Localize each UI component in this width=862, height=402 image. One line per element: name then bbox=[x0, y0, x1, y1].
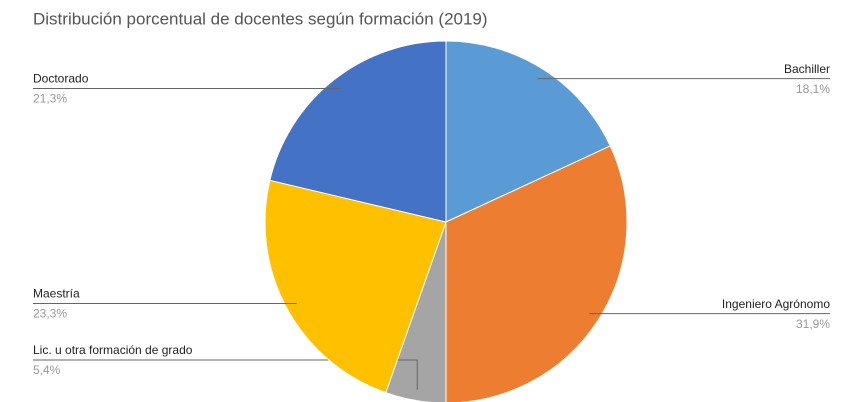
slice-label: Lic. u otra formación de grado bbox=[33, 343, 193, 357]
slice-label: Doctorado bbox=[33, 72, 89, 86]
slice-value: 23,3% bbox=[33, 307, 67, 321]
pie-slice bbox=[264, 179, 447, 394]
slice-value: 31,9% bbox=[796, 317, 830, 331]
pie-slice bbox=[445, 40, 611, 223]
slice-label: Bachiller bbox=[784, 62, 830, 76]
leader-line bbox=[33, 359, 418, 390]
slice-value: 18,1% bbox=[796, 82, 830, 96]
pie-slice bbox=[269, 40, 447, 223]
slice-value: 5,4% bbox=[33, 363, 61, 377]
slice-label: Maestría bbox=[33, 287, 80, 301]
chart-title: Distribución porcentual de docentes segú… bbox=[33, 9, 488, 28]
slice-label: Ingeniero Agrónomo bbox=[722, 297, 830, 311]
slice-value: 21,3% bbox=[33, 92, 67, 106]
pie-slice bbox=[445, 145, 628, 402]
